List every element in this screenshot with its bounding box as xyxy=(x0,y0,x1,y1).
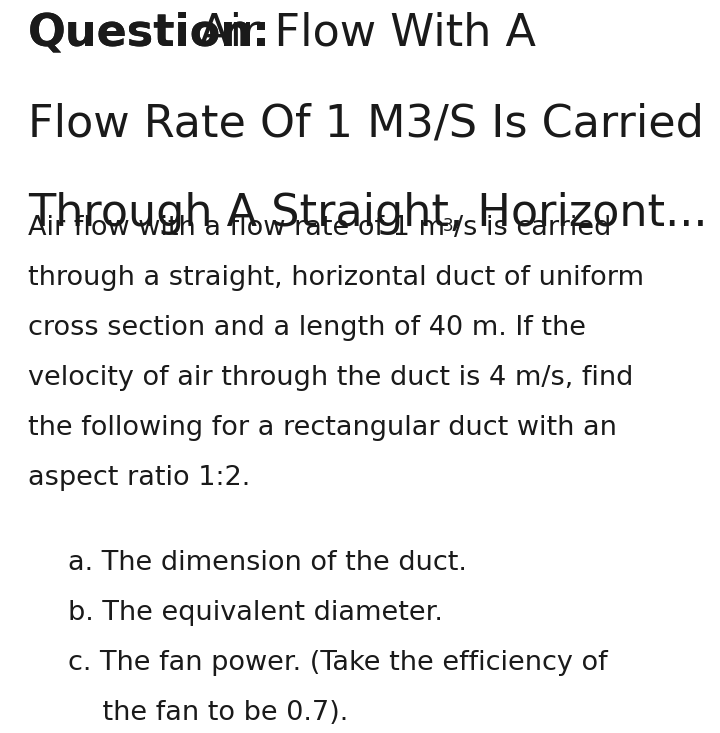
Text: Flow Rate Of 1 M3/S Is Carried: Flow Rate Of 1 M3/S Is Carried xyxy=(28,102,704,145)
Text: the fan to be 0.7).: the fan to be 0.7). xyxy=(68,700,348,726)
Text: cross section and a length of 40 m. If the: cross section and a length of 40 m. If t… xyxy=(28,315,586,341)
Text: Air Flow With A: Air Flow With A xyxy=(185,12,536,55)
Text: velocity of air through the duct is 4 m/s, find: velocity of air through the duct is 4 m/… xyxy=(28,365,634,391)
Text: b. The equivalent diameter.: b. The equivalent diameter. xyxy=(68,600,443,626)
Text: 3: 3 xyxy=(443,217,454,235)
Text: a. The dimension of the duct.: a. The dimension of the duct. xyxy=(68,550,467,576)
Text: /s is carried: /s is carried xyxy=(454,215,611,241)
Text: Through A Straight, Horizont...: Through A Straight, Horizont... xyxy=(28,192,708,235)
Text: aspect ratio 1:2.: aspect ratio 1:2. xyxy=(28,465,251,491)
Text: the following for a rectangular duct with an: the following for a rectangular duct wit… xyxy=(28,415,617,441)
Text: Air flow with a flow rate of 1 m: Air flow with a flow rate of 1 m xyxy=(28,215,445,241)
Text: through a straight, horizontal duct of uniform: through a straight, horizontal duct of u… xyxy=(28,265,644,291)
Text: c. The fan power. (Take the efficiency of: c. The fan power. (Take the efficiency o… xyxy=(68,650,608,676)
Text: Question:: Question: xyxy=(28,12,271,55)
Text: Question:: Question: xyxy=(28,12,271,55)
